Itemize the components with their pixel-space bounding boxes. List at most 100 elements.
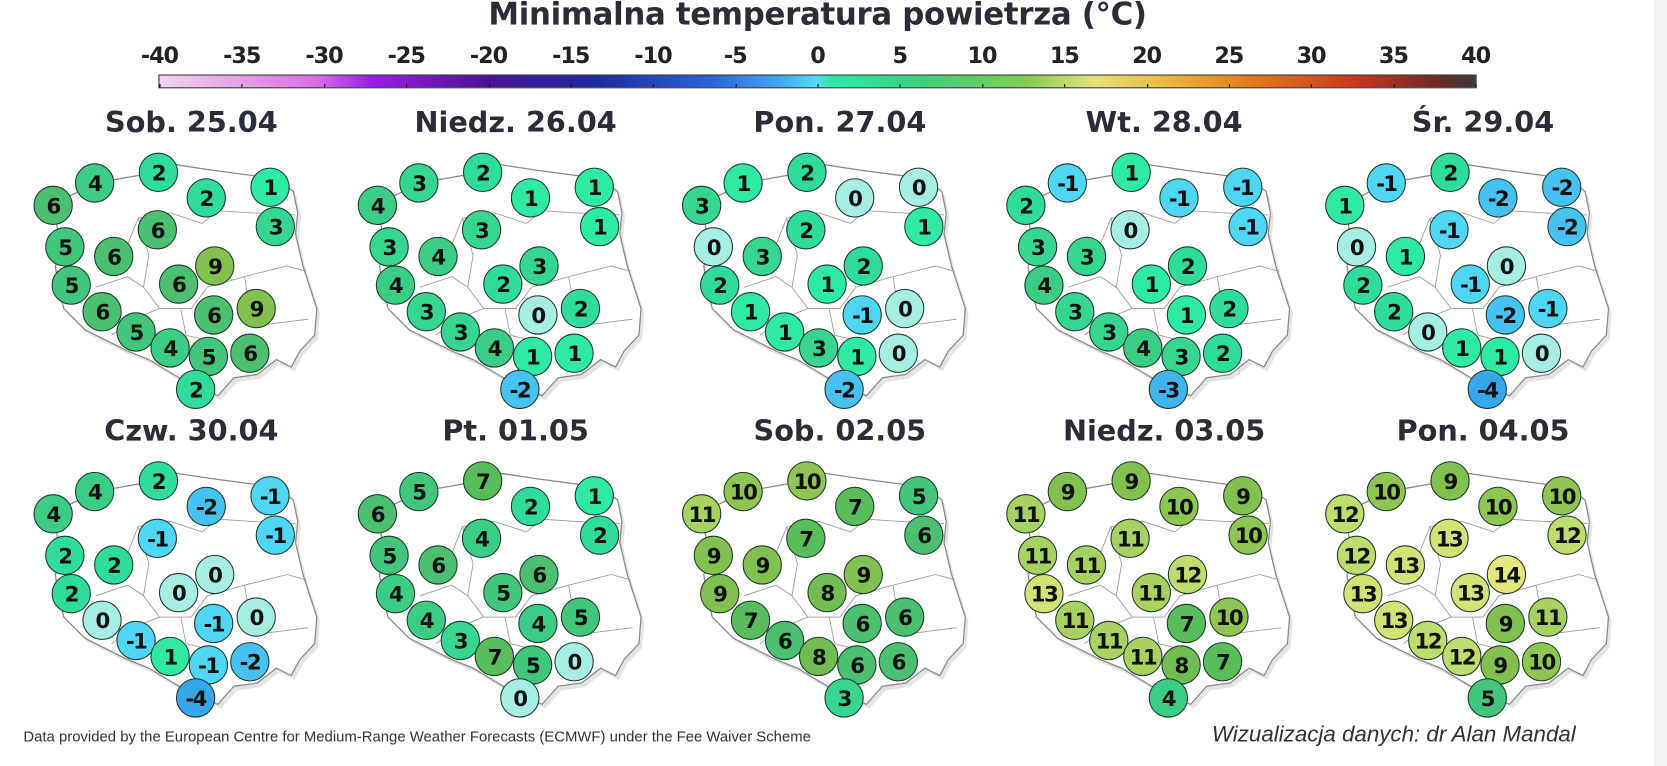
temperature-marker: 14 [1486, 554, 1527, 595]
temperature-marker: 2 [510, 486, 551, 527]
temperature-marker: 2 [1343, 265, 1383, 305]
temperature-marker: 2 [1430, 152, 1470, 193]
colorbar-ticks: -40 -35 -30 -25 -20 -15 -10 -5 0 5 10 15 20 25 30 35 40 [0, 43, 1667, 71]
temperature-marker: 1 [807, 264, 847, 304]
temperature-marker: -1 [842, 295, 882, 335]
panel-date-title: Niedz. 03.05 [1062, 414, 1266, 448]
temperature-marker: 9 [1223, 476, 1263, 516]
colorbar-tickmark [817, 84, 819, 88]
panel-date-title: Pt. 01.05 [442, 414, 589, 448]
temperature-marker: 4 [1148, 678, 1189, 718]
temperature-marker: -1 [250, 476, 290, 516]
temperature-marker: -2 [1485, 295, 1526, 335]
colorbar-tickmark [1146, 84, 1148, 88]
temperature-marker: 8 [1161, 645, 1201, 685]
temperature-marker: 0 [693, 227, 734, 267]
temperature-marker: 5 [188, 336, 229, 377]
temperature-marker: 10 [723, 471, 763, 512]
temperature-marker: 5 [399, 471, 439, 512]
colorbar-tick-label: -35 [223, 42, 261, 69]
temperature-marker: 6 [764, 620, 805, 661]
temperature-marker: 11 [1131, 572, 1172, 613]
temperature-marker: 1 [1442, 328, 1482, 368]
data-source-note: Data provided by the European Centre for… [23, 727, 811, 745]
temperature-marker: 5 [51, 265, 91, 305]
temperature-marker: 4 [375, 265, 416, 305]
temperature-marker: 6 [158, 264, 199, 304]
map-panel: Sob. 25.04 6 4 2 2 1 3 5 6 6 9 5 6 6 9 6 5 4 5 6 2 [32, 106, 351, 415]
temperature-marker: 13 [1374, 600, 1414, 640]
map-panel: Pon. 27.04 3 1 2 0 0 1 0 3 2 2 2 1 1 0 -1 1 3 1 0 -2 [680, 106, 999, 415]
map-panel: Pon. 04.05 12 10 9 10 10 12 12 13 13 14 13 13 13 11 9 12… [1324, 415, 1643, 724]
temperature-marker: 7 [474, 636, 515, 677]
temperature-marker: -3 [1148, 369, 1189, 410]
temperature-marker: 9 [1111, 461, 1151, 501]
panel-date-title: Sob. 25.04 [105, 106, 278, 140]
temperature-marker: 1 [1111, 152, 1151, 193]
colorbar-tick-label: 20 [1132, 42, 1162, 69]
map-panel: Śr. 29.04 1 -1 2 -2 -2 -2 0 1 -1 0 2 -1 2 -1 -2 0 1 1 0 -4 [1324, 106, 1643, 415]
colorbar-tickmark [488, 84, 490, 88]
temperature-marker: 1 [1131, 264, 1172, 304]
temperature-marker: 0 [195, 554, 235, 595]
temperature-marker: 0 [1408, 312, 1448, 352]
temperature-marker: 0 [885, 288, 925, 329]
temperature-marker: 13 [1343, 573, 1383, 614]
temperature-marker: 11 [1055, 600, 1095, 640]
colorbar-tick-label: 5 [892, 42, 909, 69]
temperature-marker: 10 [1159, 486, 1199, 527]
temperature-marker: 5 [116, 312, 156, 352]
temperature-marker: 11 [1528, 597, 1568, 637]
temperature-marker: -1 [1159, 178, 1199, 218]
poland-map-outline [376, 471, 645, 709]
temperature-marker: 1 [554, 333, 594, 373]
temperature-marker: 0 [1110, 210, 1150, 250]
map-panel: Niedz. 26.04 4 3 2 1 1 1 3 4 3 3 4 2 3 2 0 3 4 1 1 -2 [356, 106, 675, 415]
temperature-marker: 4 [1024, 265, 1064, 305]
temperature-marker: 3 [798, 328, 839, 368]
temperature-marker: 3 [369, 227, 409, 267]
temperature-marker: 0 [554, 642, 594, 682]
colorbar-tickmark [1393, 84, 1395, 88]
colorbar-tickmark [1475, 84, 1477, 88]
temperature-marker: 0 [500, 678, 540, 718]
temperature-marker: -1 [1228, 206, 1268, 247]
colorbar-tickmark [406, 84, 408, 88]
panel-date-title: Czw. 30.04 [104, 414, 279, 448]
temperature-marker: 2 [1167, 246, 1208, 286]
temperature-marker: 3 [824, 678, 864, 718]
temperature-marker: 1 [1166, 295, 1207, 335]
figure-title: Minimalna temperatura powietrza (°C) [488, 0, 1147, 32]
temperature-marker: 11 [681, 494, 722, 534]
temperature-marker: 3 [1017, 227, 1058, 267]
poland-map-outline [376, 163, 645, 401]
poland-map-outline [1344, 163, 1612, 401]
poland-map-outline [52, 163, 320, 401]
temperature-marker: 3 [1066, 236, 1107, 277]
temperature-marker: 3 [461, 210, 502, 250]
temperature-marker: 0 [82, 600, 122, 640]
temperature-marker: -1 [116, 620, 156, 661]
temperature-marker: 4 [461, 518, 502, 559]
temperature-marker: 5 [560, 597, 601, 637]
temperature-marker: 9 [693, 535, 734, 576]
temperature-marker: 0 [518, 295, 558, 335]
temperature-marker: 9 [1485, 603, 1526, 644]
panel-date-title: Śr. 29.04 [1411, 106, 1555, 140]
temperature-marker: 1 [512, 336, 553, 377]
map-panel: Sob. 02.05 11 10 10 7 5 6 9 9 7 9 9 8 7 6 6 6 8 6 6 3 [680, 415, 999, 724]
temperature-marker: 6 [418, 545, 458, 585]
colorbar-tickmark [1311, 84, 1313, 88]
temperature-marker: 1 [250, 167, 290, 207]
temperature-marker: -2 [230, 642, 270, 682]
panel-date-title: Wt. 28.04 [1085, 106, 1243, 140]
scrollbar-strip [1654, 0, 1667, 766]
temperature-marker: 3 [519, 246, 559, 286]
temperature-marker: 0 [1521, 333, 1562, 373]
temperature-marker: 6 [878, 642, 918, 682]
temperature-marker: 4 [150, 328, 190, 368]
temperature-marker: 6 [904, 515, 944, 555]
colorbar-tick-label: 40 [1461, 42, 1491, 69]
colorbar-tickmark [323, 84, 326, 88]
poland-map-outline [700, 163, 969, 401]
